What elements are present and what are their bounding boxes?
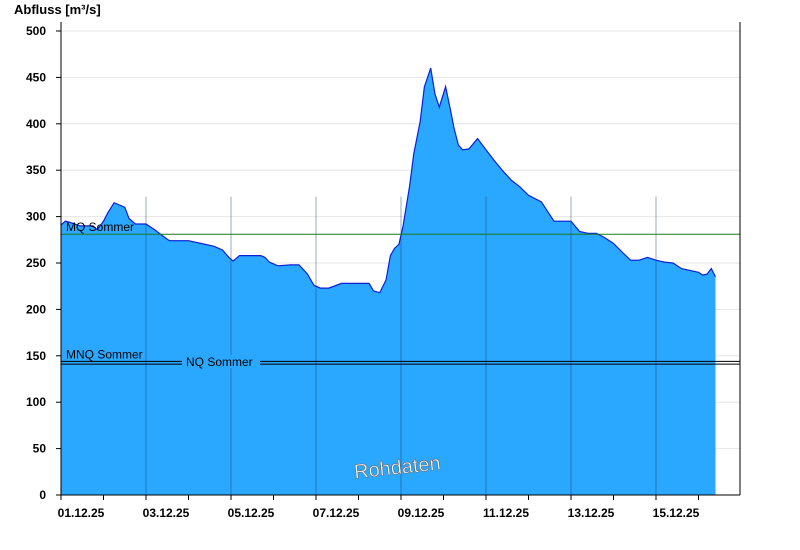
reference-label-mq: MQ Sommer	[66, 220, 134, 234]
x-tick-label: 15.12.25	[653, 506, 700, 520]
y-tick-label: 100	[26, 395, 46, 409]
x-tick-label: 01.12.25	[58, 506, 105, 520]
discharge-line	[60, 67, 717, 294]
x-tick-labels: 01.12.25 03.12.25 05.12.25 07.12.25 09.12.25…	[58, 495, 700, 520]
y-tick-label: 500	[26, 24, 46, 38]
y-tick-labels: 0 50 100 150 200 250 300 350 400 450 500	[26, 24, 61, 502]
reference-label-nq: NQ Sommer	[186, 355, 253, 369]
y-axis-label: Abfluss [m³/s]	[14, 2, 101, 17]
label-backdrop	[182, 355, 260, 369]
x-tick-label: 07.12.25	[313, 506, 360, 520]
x-tick-label: 03.12.25	[143, 506, 190, 520]
y-tick-label: 0	[39, 488, 46, 502]
reference-label-mnq: MNQ Sommer	[66, 347, 143, 361]
x-tick-label: 11.12.25	[483, 506, 529, 520]
reference-lines: MQ Sommer MNQ Sommer NQ Sommer	[61, 220, 740, 369]
y-tick-label: 250	[26, 256, 46, 270]
y-tick-label: 150	[26, 349, 46, 363]
x-tick-label: 05.12.25	[228, 506, 275, 520]
y-tick-label: 450	[26, 70, 46, 84]
y-tick-label: 350	[26, 163, 46, 177]
y-tick-label: 400	[26, 117, 46, 131]
vertical-grid	[145, 196, 657, 495]
label-backdrop	[64, 349, 144, 360]
discharge-area	[61, 68, 716, 495]
y-tick-label: 300	[26, 210, 46, 224]
x-tick-label: 09.12.25	[398, 506, 445, 520]
y-tick-label: 50	[33, 442, 47, 456]
x-tick-label: 13.12.25	[568, 506, 615, 520]
y-tick-label: 200	[26, 302, 46, 316]
